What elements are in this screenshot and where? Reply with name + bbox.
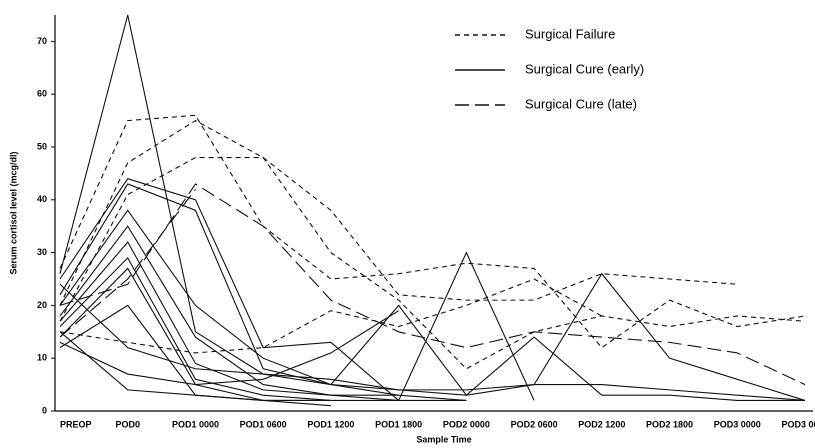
x-tick-label: PREOP xyxy=(60,419,92,429)
data-line xyxy=(59,331,399,401)
data-line xyxy=(59,278,603,354)
x-tick-label: POD3 0000 xyxy=(714,419,761,429)
x-tick-label: POD1 1200 xyxy=(307,419,354,429)
y-axis-title: Serum cortisol level (mcg/dl) xyxy=(8,151,18,274)
data-line xyxy=(59,14,806,401)
data-line xyxy=(59,241,399,396)
data-line xyxy=(59,209,467,401)
y-tick-label: 0 xyxy=(42,405,47,415)
x-tick-label: POD0 xyxy=(115,419,140,429)
x-tick-label: POD2 0600 xyxy=(511,419,558,429)
x-tick-label: POD1 0000 xyxy=(172,419,219,429)
data-line xyxy=(59,157,806,370)
y-tick-label: 30 xyxy=(37,247,47,257)
data-line xyxy=(59,272,806,401)
x-tick-label: POD2 0000 xyxy=(443,419,490,429)
data-line xyxy=(59,267,331,401)
legend-label: Surgical Failure xyxy=(525,26,615,41)
y-tick-label: 20 xyxy=(37,300,47,310)
data-line xyxy=(59,183,805,401)
y-tick-label: 60 xyxy=(37,89,47,99)
legend-label: Surgical Cure (late) xyxy=(525,96,637,111)
x-tick-label: POD2 1200 xyxy=(578,419,625,429)
data-line xyxy=(59,310,399,386)
legend-label: Surgical Cure (early) xyxy=(525,61,644,76)
data-line xyxy=(59,188,196,338)
y-tick-label: 70 xyxy=(37,36,47,46)
data-line xyxy=(59,119,738,306)
x-tick-label: POD1 0600 xyxy=(240,419,287,429)
x-tick-label: POD2 1800 xyxy=(646,419,693,429)
data-line xyxy=(59,256,331,401)
data-line xyxy=(59,304,331,407)
data-line xyxy=(59,114,806,349)
y-tick-label: 50 xyxy=(37,141,47,151)
y-tick-label: 40 xyxy=(37,194,47,204)
data-line xyxy=(59,178,535,402)
y-tick-label: 10 xyxy=(37,353,47,363)
x-tick-label: POD1 1800 xyxy=(375,419,422,429)
data-line xyxy=(59,183,806,386)
x-axis-title: Sample Time xyxy=(416,434,471,444)
x-tick-label: POD3 0600 xyxy=(781,419,815,429)
